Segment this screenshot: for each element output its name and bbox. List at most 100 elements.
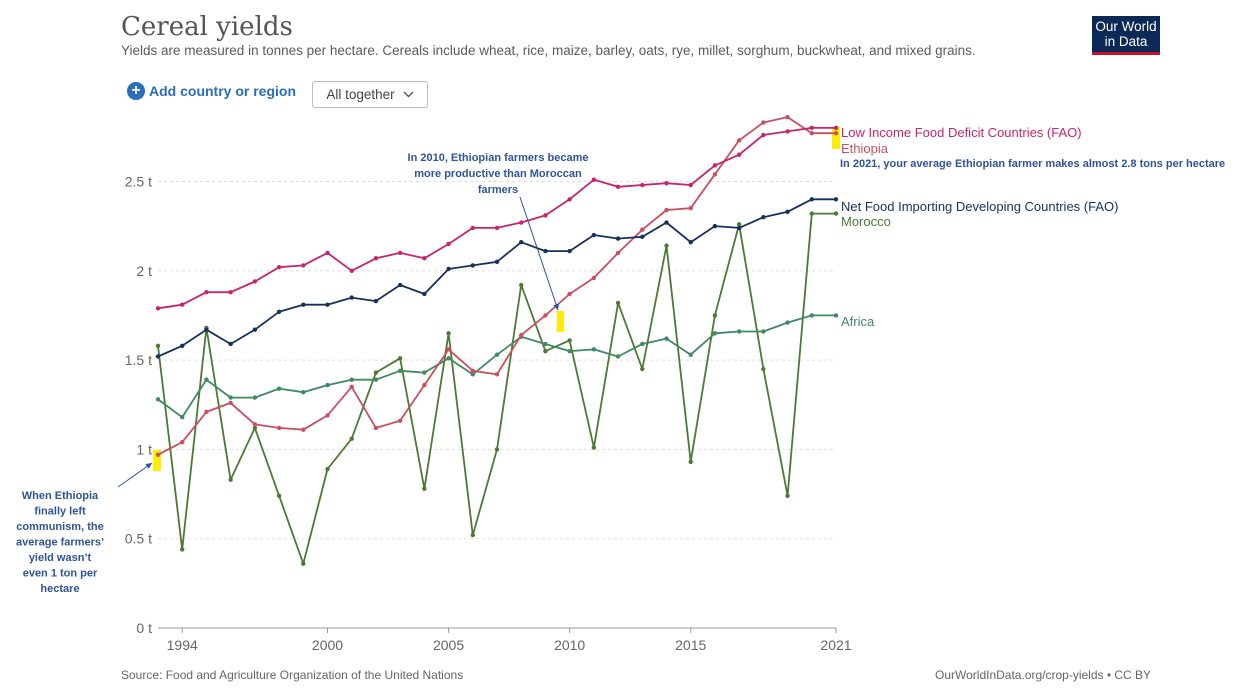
annotation-2010-text: In 2010, Ethiopian farmers became (408, 152, 589, 164)
data-point (422, 382, 427, 388)
data-point (446, 347, 451, 352)
data-point (180, 343, 185, 348)
annotation-1993-text: When Ethiopia (22, 490, 99, 502)
x-tick-label: 2015 (675, 637, 706, 653)
legend-label: Low Income Food Deficit Countries (FAO) (841, 125, 1082, 140)
data-point (615, 184, 621, 190)
data-point (640, 341, 645, 347)
data-point (688, 206, 693, 211)
data-point (180, 440, 185, 445)
data-point (349, 436, 354, 441)
annotation-2010-text: more productive than Moroccan (414, 168, 582, 180)
data-point (373, 298, 379, 304)
plus-circle-icon: + (127, 82, 145, 100)
data-point (252, 422, 258, 427)
data-point (252, 279, 258, 284)
data-point (494, 225, 500, 231)
data-point (761, 120, 766, 125)
data-point (736, 138, 742, 143)
data-point (325, 413, 330, 418)
data-point (397, 418, 403, 423)
data-point (228, 395, 233, 400)
data-point (301, 427, 306, 432)
data-point (736, 152, 742, 157)
data-point (519, 332, 524, 338)
data-point (252, 327, 258, 332)
data-point (785, 320, 790, 325)
data-point (301, 302, 306, 307)
annotation-2010-text: farmers (478, 184, 518, 196)
data-point (519, 282, 524, 288)
data-point (591, 232, 597, 238)
data-point (640, 234, 645, 240)
owid-logo[interactable]: Our World in Data (1092, 16, 1160, 55)
data-point (567, 248, 572, 254)
data-point (470, 372, 475, 377)
legend-label: Africa (841, 314, 875, 329)
data-point (349, 377, 354, 382)
data-point (494, 259, 500, 265)
data-point (228, 341, 233, 347)
data-point (543, 213, 548, 218)
data-point (204, 409, 209, 415)
data-point (736, 222, 742, 227)
data-point (833, 125, 839, 131)
data-point (543, 313, 548, 318)
x-tick-label: 2005 (433, 637, 464, 653)
add-country-button[interactable]: + Add country or region (127, 82, 296, 100)
data-point (664, 243, 669, 248)
data-point (833, 313, 839, 318)
credit-link[interactable]: OurWorldInData.org/crop-yields • CC BY (935, 668, 1152, 682)
data-point (373, 425, 379, 431)
chart-subtitle: Yields are measured in tonnes per hectar… (121, 43, 976, 58)
data-point (446, 266, 451, 272)
data-point (276, 264, 282, 270)
data-point (494, 447, 500, 452)
data-point (470, 225, 475, 231)
series-low-income-food-deficit-countries-fao (155, 125, 839, 311)
data-point (373, 256, 379, 261)
logo-line-1: Our World (1095, 19, 1157, 34)
data-point (204, 289, 209, 295)
data-point (276, 493, 282, 499)
x-tick-label: 2021 (820, 637, 851, 653)
data-point (761, 366, 766, 372)
data-point (664, 336, 669, 341)
data-point (301, 561, 306, 566)
data-point (373, 377, 379, 382)
annotation-1993-text: finally left (34, 506, 86, 518)
view-mode-dropdown[interactable]: All together (312, 81, 428, 108)
chart-title: Cereal yields (121, 12, 293, 42)
data-point (422, 291, 427, 297)
y-tick-label: 1.5 t (125, 352, 152, 368)
x-tick-label: 2010 (554, 637, 585, 653)
data-point (325, 466, 330, 472)
data-point (712, 172, 718, 177)
data-point (712, 331, 718, 336)
data-point (301, 263, 306, 268)
data-point (712, 313, 718, 318)
data-point (301, 390, 306, 395)
annotation-2010-arrow (519, 196, 559, 311)
data-point (809, 211, 814, 216)
data-point (543, 348, 548, 354)
data-point (591, 275, 597, 281)
data-point (276, 425, 282, 431)
data-point (252, 425, 258, 431)
data-point (325, 382, 330, 388)
data-point (640, 227, 645, 232)
data-point (664, 220, 669, 225)
data-point (422, 256, 427, 261)
y-tick-label: 0.5 t (125, 531, 152, 547)
data-point (664, 207, 669, 213)
y-tick-label: 2 t (136, 263, 152, 279)
highlight-marker (557, 311, 564, 332)
data-point (180, 415, 185, 420)
chevron-down-icon (403, 91, 414, 98)
data-point (615, 300, 621, 306)
data-point (470, 368, 475, 373)
data-point (349, 295, 354, 300)
series-line (157, 314, 836, 419)
data-point (204, 377, 209, 382)
data-point (543, 341, 548, 347)
